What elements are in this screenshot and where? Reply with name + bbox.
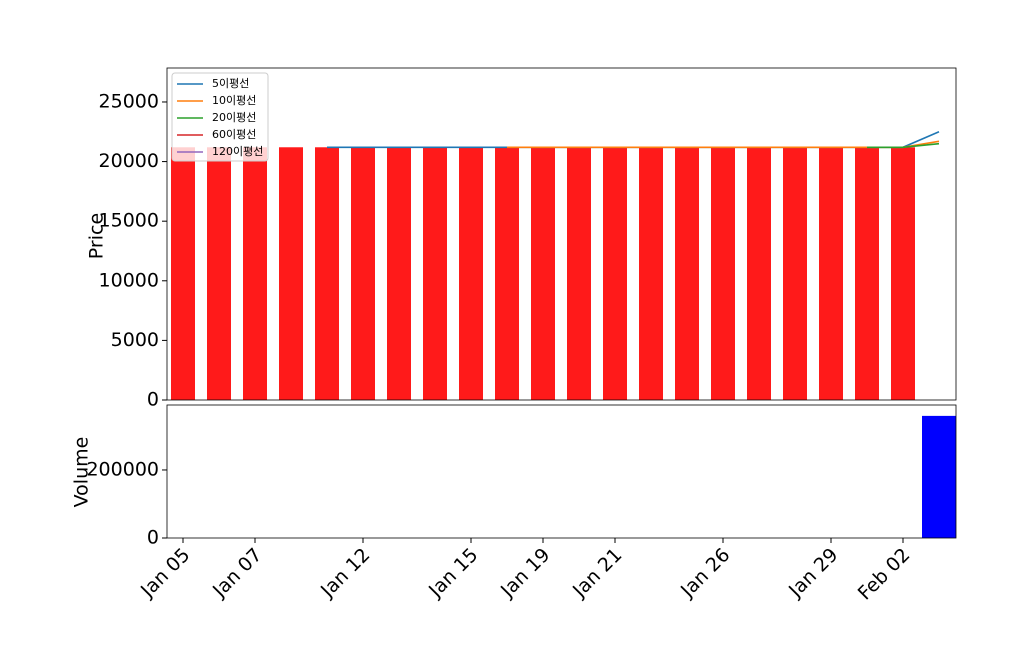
price-bar: [855, 147, 879, 400]
y-axis-label: Price: [86, 213, 108, 259]
legend-label: 20이평선: [212, 111, 256, 124]
x-tick-label: Jan 21: [568, 544, 626, 602]
legend-label: 5이평선: [212, 77, 249, 90]
ma-line: [507, 140, 940, 149]
y-tick-label: 25000: [99, 90, 159, 112]
price-bar: [243, 147, 267, 400]
x-tick-label: Jan 29: [784, 544, 842, 602]
price-bar: [423, 147, 447, 400]
legend-label: 60이평선: [212, 128, 256, 141]
legend-box: [171, 72, 269, 162]
price-bar: [387, 147, 411, 400]
x-tick-label: Jan 12: [316, 544, 374, 602]
legend-label: 120이평선: [212, 145, 263, 158]
x-tick-label: Jan 05: [136, 544, 194, 602]
volume-axis-label: Volume: [71, 437, 93, 508]
y-tick-label: 10000: [99, 269, 159, 291]
x-tick-label: Jan 07: [208, 544, 266, 602]
ma-line: [327, 131, 940, 149]
ma-line: [867, 142, 940, 149]
volume-frame: [166, 404, 957, 539]
price-bar: [531, 147, 555, 400]
price-bar: [567, 147, 591, 400]
volume-bar: [922, 415, 956, 538]
price-bar: [171, 147, 195, 400]
price-bar: [783, 147, 807, 400]
y-tick-label: 20000: [99, 150, 159, 172]
volume-tick-label: 200000: [86, 458, 159, 480]
price-bar: [819, 147, 843, 400]
x-tick-label: Jan 19: [496, 544, 554, 602]
price-bar: [891, 147, 915, 400]
price-bar: [711, 147, 735, 400]
x-tick-label: Feb 02: [854, 544, 915, 605]
price-bar: [207, 147, 231, 400]
price-bar: [315, 147, 339, 400]
price-bar: [279, 147, 303, 400]
legend-label: 10이평선: [212, 94, 256, 107]
y-tick-label: 0: [147, 389, 159, 411]
y-tick-label: 5000: [111, 329, 159, 351]
price-bar: [351, 147, 375, 400]
price-frame: [166, 67, 957, 401]
price-bar: [747, 147, 771, 400]
price-bar: [675, 147, 699, 400]
x-tick-label: Jan 26: [676, 544, 734, 602]
price-bar: [603, 147, 627, 400]
y-tick-label: 15000: [99, 210, 159, 232]
price-bar: [459, 147, 483, 400]
price-bar: [495, 147, 519, 400]
price-bar: [639, 147, 663, 400]
volume-tick-label: 0: [147, 527, 159, 549]
x-tick-label: Jan 15: [424, 544, 482, 602]
